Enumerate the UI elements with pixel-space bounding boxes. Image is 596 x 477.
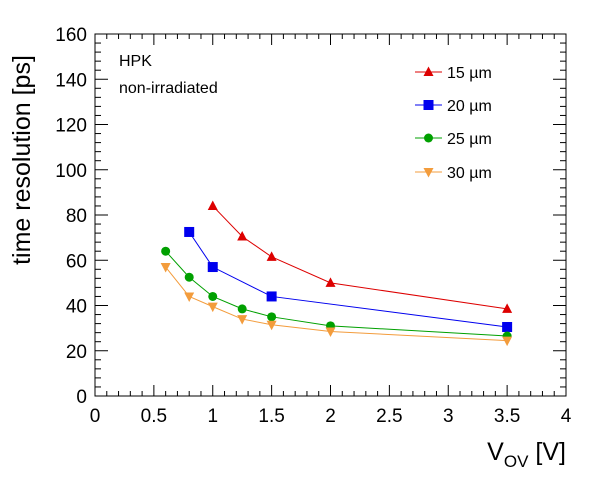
data-point <box>207 262 218 273</box>
data-point <box>160 263 171 273</box>
x-tick-label: 1.5 <box>258 406 284 427</box>
data-point <box>207 302 218 313</box>
legend-entry: 30 µm <box>415 165 492 182</box>
data-point <box>502 336 513 347</box>
y-tick-label: 80 <box>66 206 87 227</box>
y-tick-label: 140 <box>55 70 87 91</box>
series-3 <box>160 263 513 347</box>
legend: 15 µm 20 µm 25 µm 30 µm <box>415 65 492 182</box>
legend-label: 30 µm <box>447 165 492 182</box>
data-point <box>237 230 248 241</box>
y-tick-label: 120 <box>55 116 87 137</box>
x-tick-label: 1 <box>207 406 218 427</box>
y-tick-label: 160 <box>55 25 87 46</box>
data-point <box>208 291 218 301</box>
series-1 <box>184 226 513 332</box>
data-point <box>237 315 248 325</box>
y-tick-label: 100 <box>55 161 87 182</box>
y-tick-label: 60 <box>66 251 87 272</box>
legend-marker <box>423 100 434 110</box>
legend-label: 20 µm <box>447 98 492 115</box>
legend-label: 25 µm <box>447 131 492 148</box>
y-tick-label: 20 <box>66 342 87 363</box>
data-point <box>184 272 194 282</box>
data-point <box>502 321 513 332</box>
x-axis-title-subscript: OV <box>504 452 529 471</box>
data-point <box>325 277 336 287</box>
data-point <box>161 246 171 256</box>
data-point <box>266 291 277 302</box>
annotation-condition: non-irradiated <box>119 80 218 97</box>
x-axis-title-main: V <box>487 438 504 466</box>
data-point <box>325 327 336 338</box>
x-tick-label: 2 <box>325 406 336 427</box>
data-point <box>184 226 195 237</box>
x-tick-label: 3.5 <box>494 406 520 427</box>
data-point <box>502 303 513 313</box>
series-0 <box>207 200 513 313</box>
ticks <box>94 33 567 397</box>
series-layer <box>160 200 513 347</box>
annotation-manufacturer: HPK <box>119 53 152 70</box>
x-tick-label: 0 <box>90 406 101 427</box>
series-2 <box>161 246 512 341</box>
data-point <box>184 292 195 302</box>
legend-entry: 15 µm <box>415 65 492 82</box>
legend-label: 15 µm <box>447 65 492 82</box>
data-point <box>237 304 247 314</box>
legend-entry: 20 µm <box>415 98 492 115</box>
legend-marker <box>423 66 434 76</box>
x-tick-label: 3 <box>443 406 454 427</box>
y-tick-label: 40 <box>66 297 87 318</box>
x-tick-label: 0.5 <box>141 406 167 427</box>
data-point <box>207 200 218 210</box>
data-point <box>266 251 277 261</box>
x-axis-title: VOV [V] <box>487 438 566 471</box>
legend-marker <box>423 168 434 178</box>
legend-entry: 25 µm <box>415 131 492 148</box>
x-tick-label: 2.5 <box>376 406 402 427</box>
x-axis-title-unit: [V] <box>535 438 566 466</box>
y-tick-label: 0 <box>76 387 87 408</box>
data-point <box>266 320 277 331</box>
series-line <box>188 231 508 328</box>
x-tick-label: 4 <box>561 406 572 427</box>
data-point <box>267 312 277 322</box>
legend-marker <box>424 133 433 143</box>
y-axis-title: time resolution [ps] <box>8 55 36 265</box>
